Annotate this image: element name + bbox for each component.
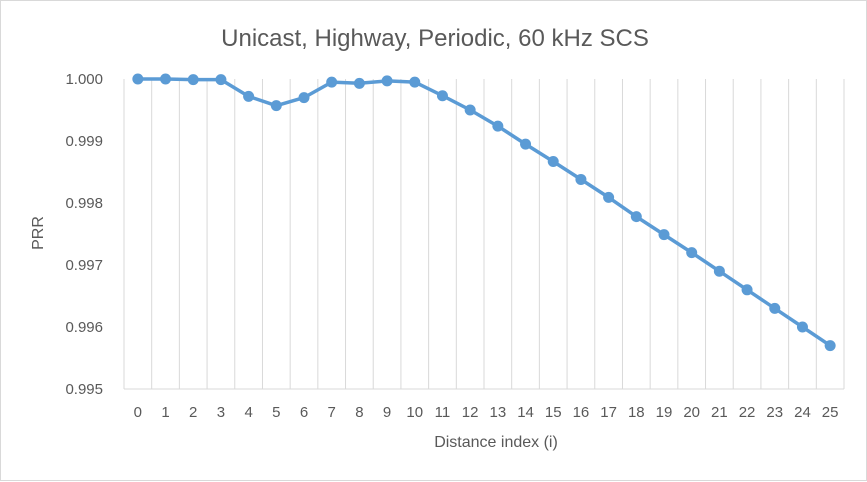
x-tick-label: 18 <box>628 404 645 421</box>
x-tick-label: 7 <box>328 404 336 421</box>
x-tick-label: 21 <box>711 404 728 421</box>
x-tick-label: 15 <box>545 404 562 421</box>
data-point <box>298 92 310 104</box>
x-tick-label: 25 <box>822 404 839 421</box>
y-tick-label: 0.997 <box>65 257 103 274</box>
data-point <box>520 138 532 150</box>
data-point <box>270 100 282 112</box>
x-tick-label: 20 <box>683 404 700 421</box>
x-tick-label: 24 <box>794 404 811 421</box>
data-point <box>603 191 615 203</box>
x-tick-label: 16 <box>573 404 590 421</box>
x-tick-label: 11 <box>435 404 451 421</box>
x-tick-label: 14 <box>517 404 534 421</box>
data-point <box>381 75 393 87</box>
data-point <box>215 74 227 86</box>
x-tick-label: 2 <box>189 404 197 421</box>
data-point <box>464 104 476 116</box>
y-axis-label: PRR <box>30 216 47 250</box>
data-point <box>796 321 808 333</box>
x-tick-label: 10 <box>406 404 423 421</box>
x-tick-label: 22 <box>739 404 756 421</box>
y-tick-label: 1.000 <box>65 71 103 88</box>
data-point <box>132 73 144 85</box>
data-point <box>713 265 725 277</box>
x-tick-label: 8 <box>355 404 363 421</box>
x-axis-label: Distance index (i) <box>434 434 558 451</box>
data-point <box>409 76 421 88</box>
x-tick-label: 1 <box>161 404 169 421</box>
x-tick-label: 9 <box>383 404 391 421</box>
chart-title: Unicast, Highway, Periodic, 60 kHz SCS <box>221 25 649 52</box>
data-point <box>187 74 199 86</box>
data-point <box>492 120 504 132</box>
data-point <box>243 90 255 102</box>
x-tick-label: 19 <box>656 404 673 421</box>
data-point <box>824 340 836 352</box>
x-tick-label: 13 <box>490 404 507 421</box>
data-point <box>547 155 559 167</box>
gridlines <box>123 79 845 390</box>
data-point <box>658 229 670 241</box>
x-tick-label: 12 <box>462 404 479 421</box>
y-tick-label: 0.999 <box>65 133 103 150</box>
y-tick-label: 0.995 <box>65 381 103 398</box>
x-tick-label: 23 <box>766 404 783 421</box>
data-point <box>353 77 365 89</box>
data-point <box>436 90 448 102</box>
data-point <box>326 76 338 88</box>
data-point <box>741 284 753 296</box>
y-tick-label: 0.996 <box>65 319 103 336</box>
x-tick-label: 6 <box>300 404 308 421</box>
x-tick-label: 17 <box>600 404 617 421</box>
data-point <box>630 211 642 223</box>
series-prr <box>132 73 836 352</box>
data-point <box>575 173 587 185</box>
x-tick-label: 4 <box>244 404 252 421</box>
data-point <box>160 73 172 85</box>
x-tick-label: 0 <box>134 404 142 421</box>
y-tick-label: 0.998 <box>65 195 103 212</box>
data-point <box>769 302 781 314</box>
y-axis-ticks: 0.995 0.996 0.997 0.998 0.999 1.000 <box>65 71 103 398</box>
x-tick-label: 3 <box>217 404 225 421</box>
x-tick-label: 5 <box>272 404 280 421</box>
data-point <box>686 247 698 259</box>
x-axis-ticks: 0 1 2 3 4 5 6 7 8 9 10 11 12 13 14 15 16 17 18 19 20 21 22 23 24… <box>134 404 839 421</box>
